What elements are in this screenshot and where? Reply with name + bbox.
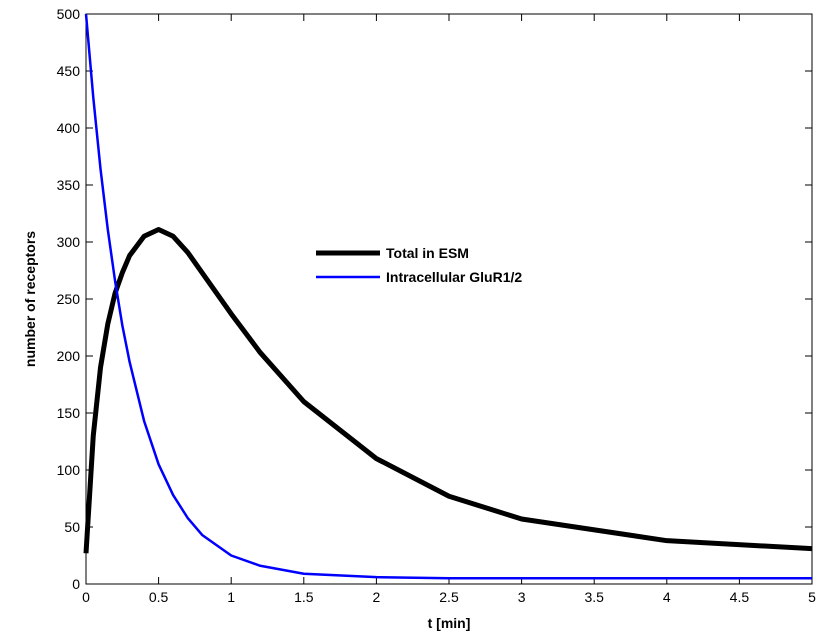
y-tick-label: 50: [64, 519, 80, 535]
x-tick-label: 3: [518, 589, 526, 605]
y-tick-label: 150: [57, 405, 81, 421]
y-tick-label: 350: [57, 177, 81, 193]
x-tick-label: 1: [227, 589, 235, 605]
y-tick-label: 300: [57, 234, 81, 250]
line-series: [84, 13, 812, 580]
x-tick-label: 4.5: [730, 589, 750, 605]
x-tick-label: 5: [808, 589, 816, 605]
y-tick-label: 0: [72, 576, 80, 592]
y-tick-label: 450: [57, 63, 81, 79]
x-tick-label: 0: [82, 589, 90, 605]
legend-label: Total in ESM: [386, 245, 469, 261]
y-tick-label: 400: [57, 120, 81, 136]
line-series: [83, 226, 813, 554]
x-tick-label: 1.5: [294, 589, 314, 605]
y-tick-label: 500: [57, 6, 81, 22]
legend-label: Intracellular GluR1/2: [386, 269, 522, 285]
x-tick-label: 4: [663, 589, 671, 605]
y-tick-label: 250: [57, 291, 81, 307]
x-tick-label: 3.5: [584, 589, 604, 605]
y-tick-label: 100: [57, 462, 81, 478]
x-tick-label: 2.5: [439, 589, 459, 605]
x-tick-label: 2: [373, 589, 381, 605]
y-axis-label: number of receptors: [22, 231, 38, 367]
x-axis-label: t [min]: [428, 615, 471, 631]
y-tick-label: 200: [57, 348, 81, 364]
x-tick-label: 0.5: [149, 589, 169, 605]
